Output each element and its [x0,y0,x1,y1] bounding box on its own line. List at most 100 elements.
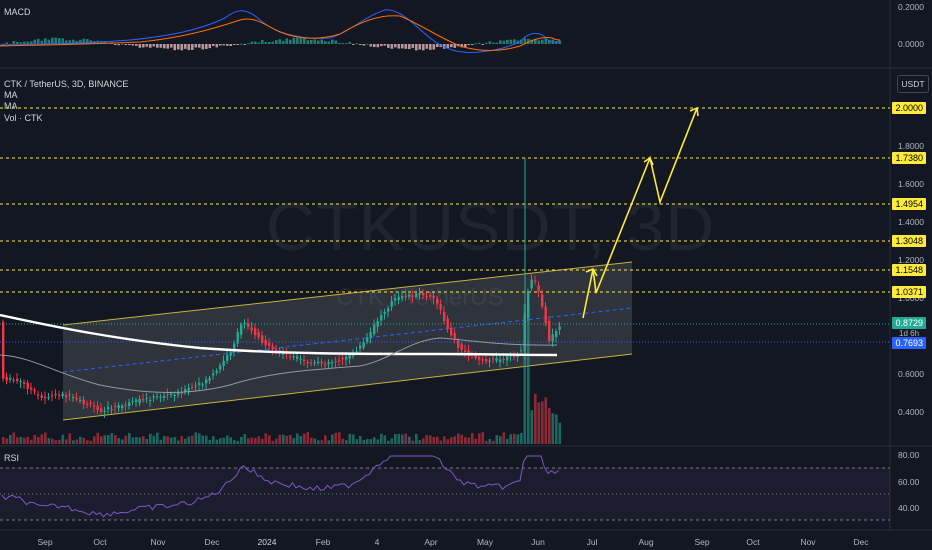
macd-bar [509,39,513,44]
candle-body [506,356,509,361]
candle-body [383,311,386,314]
signal-line [0,15,561,51]
macd-bar [159,44,163,48]
macd-bar [516,40,520,44]
candle-body [114,406,117,408]
macd-bar [149,44,152,48]
candle-body [394,298,397,301]
macd-line [0,9,561,53]
indicator-ma-1[interactable]: MA [4,90,18,100]
candle-body [474,354,477,359]
candle-body [303,360,306,362]
macd-bar [201,44,205,50]
macd-bar [58,38,61,44]
macd-bar [296,37,299,44]
volume-bar [369,439,373,444]
candle-body [446,318,449,330]
macd-bar [250,41,254,44]
macd-bar [86,39,89,44]
candle-body [439,304,442,310]
candle-body [257,332,260,338]
volume-bar [72,440,75,444]
candle-body [145,397,148,399]
candle-body [86,403,89,405]
macd-title[interactable]: MACD [4,7,31,17]
volume-bar [506,438,509,444]
macd-bar [488,41,492,44]
macd-bar [72,39,75,44]
volume-bar [509,434,513,444]
volume-bar [488,438,492,444]
volume-bar [359,436,362,444]
candle-body [317,361,320,364]
candle-body [65,395,68,398]
volume-bar [341,438,345,444]
candle-body [2,321,5,379]
time-axis-label: Oct [93,537,107,547]
macd-bar [520,39,523,44]
candle-body [488,360,491,362]
macd-bar [23,41,26,44]
volume-bar [128,432,131,444]
volume-bar [471,433,474,444]
candle-body [310,362,313,364]
symbol-title[interactable]: CTK / TetherUS, 3D, BINANCE [4,79,129,89]
volume-bar [156,432,159,444]
volume-bar [558,422,562,444]
volume-bar [338,432,341,444]
candle-body [250,327,253,331]
candle-body [401,295,404,299]
candle-body [33,389,36,392]
macd-bar [166,44,170,49]
volume-bar [303,433,306,444]
time-axis-label: Nov [800,537,816,547]
candle-body [72,397,75,399]
volume-bar [12,432,16,444]
volume-bar [429,435,432,444]
candle-body [432,295,435,298]
volume-bar [481,432,485,444]
candle-body [142,398,145,401]
volume-bar [40,434,44,444]
macd-bar [44,38,47,44]
price-tick: 0.6000 [898,369,924,379]
volume-bar [527,304,530,444]
candle-body [373,324,376,335]
indicator-volume[interactable]: Vol · CTK [4,113,43,123]
currency-button[interactable]: USDT [897,75,929,93]
macd-bar [422,44,425,51]
macd-bar [212,44,215,46]
candle-body [121,405,124,409]
macd-bar [215,44,219,48]
level-tag: 2.0000 [892,102,926,114]
candle-body [61,393,64,396]
volume-bar [492,440,495,444]
candle-body [96,405,99,411]
rsi-title[interactable]: RSI [4,453,20,463]
macd-bar [208,44,212,49]
macd-bar [173,44,177,51]
volume-bar [37,437,40,444]
macd-bar [47,39,51,44]
macd-bar [247,43,250,45]
macd-bar [383,44,387,46]
macd-bar [390,44,394,49]
volume-bar [362,439,366,444]
candle-body [75,397,78,400]
volume-bar [100,436,103,444]
volume-bar [523,304,527,444]
volume-bar [2,437,5,444]
indicator-ma-2[interactable]: MA [4,101,18,111]
volume-bar [411,440,415,444]
volume-bar [250,437,254,444]
macd-bar [5,42,9,44]
volume-bar [537,402,541,444]
volume-bar [271,440,275,444]
candle-body [117,405,120,408]
volume-bar [247,438,250,444]
candle-body [12,380,15,382]
volume-bar [397,433,401,444]
volume-bar [173,437,177,444]
channel-mid-line [62,307,633,373]
